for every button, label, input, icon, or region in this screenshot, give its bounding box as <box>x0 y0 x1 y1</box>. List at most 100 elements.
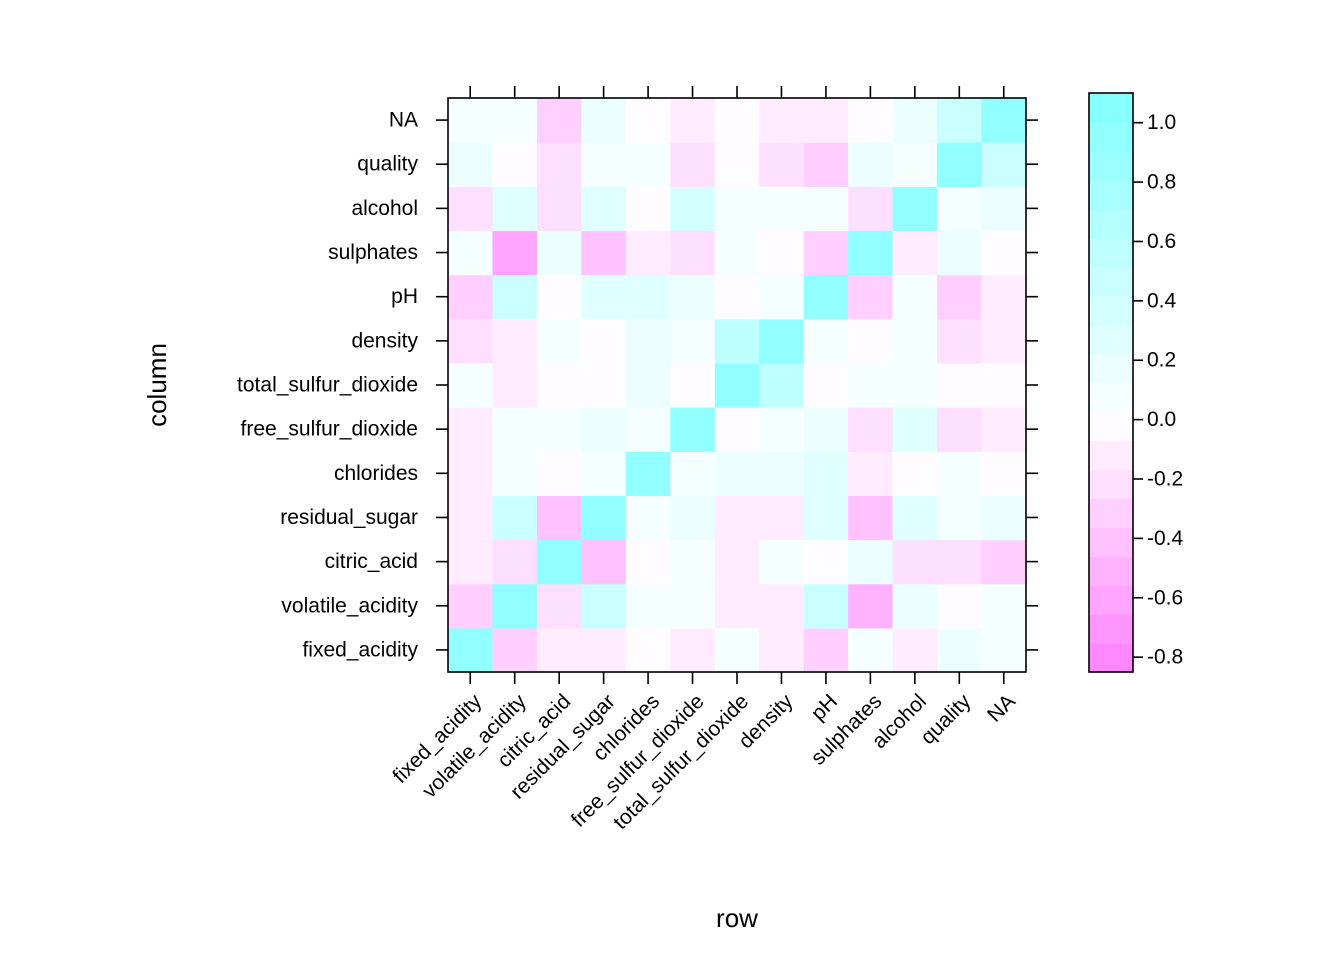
heatmap-cell <box>492 451 538 496</box>
heatmap-cell <box>714 186 760 232</box>
heatmap-cell <box>714 318 760 364</box>
colorbar: 1.0 0.8 0.6 0.4 0.2 0.0 -0.2 -0.4 -0.6 -0.8 <box>1088 92 1184 673</box>
colorbar-band <box>1089 411 1133 441</box>
heatmap-cell <box>981 583 1027 629</box>
heatmap-cell <box>670 539 716 585</box>
x-tick-label: pH <box>807 690 842 725</box>
heatmap-cell <box>581 495 627 541</box>
heatmap-cell <box>581 407 627 452</box>
colorbar-band <box>1089 237 1133 268</box>
heatmap-cell <box>803 186 849 232</box>
heatmap-cell <box>803 583 849 629</box>
heatmap-cell <box>848 230 894 276</box>
heatmap-cell <box>981 142 1027 187</box>
heatmap-cell <box>937 451 983 496</box>
heatmap-cell <box>892 583 938 629</box>
heatmap-cell <box>581 583 627 629</box>
heatmap-cell <box>714 583 760 629</box>
heatmap-cell <box>625 186 671 232</box>
heatmap-cell <box>625 451 671 496</box>
heatmap-cell <box>937 318 983 364</box>
colorbar-band <box>1089 208 1133 239</box>
heatmap-cell <box>581 451 627 496</box>
heatmap-cell <box>714 142 760 187</box>
heatmap-cell <box>981 274 1027 320</box>
heatmap-cell <box>670 186 716 232</box>
heatmap-cell <box>536 495 582 541</box>
heatmap-cell <box>803 274 849 320</box>
colorbar-tick-label: -0.4 <box>1147 527 1184 550</box>
heatmap-cell <box>448 98 494 143</box>
heatmap-cell <box>536 407 582 452</box>
y-tick-label: sulphates <box>328 241 418 264</box>
colorbar-tick-label: 0.0 <box>1147 408 1176 431</box>
heatmap-cell <box>803 98 849 143</box>
heatmap-cell <box>625 362 671 408</box>
y-tick-label: density <box>351 329 418 352</box>
heatmap-cell <box>536 230 582 276</box>
heatmap-cell <box>492 142 538 187</box>
heatmap-cell <box>448 142 494 187</box>
heatmap-cell <box>937 627 983 673</box>
heatmap-cell <box>536 98 582 143</box>
heatmap-cell <box>981 362 1027 408</box>
heatmap-cell <box>448 230 494 276</box>
heatmap-cell <box>536 451 582 496</box>
x-tick-label: NA <box>983 690 1020 727</box>
heatmap-cell <box>448 451 494 496</box>
heatmap-cell <box>670 451 716 496</box>
heatmap-cell <box>848 142 894 187</box>
colorbar-frame <box>1088 92 1134 673</box>
heatmap-cell <box>892 318 938 364</box>
x-axis-title: row <box>716 903 758 933</box>
colorbar-band <box>1089 266 1133 297</box>
heatmap-cell <box>492 539 538 585</box>
colorbar-band <box>1089 585 1133 615</box>
heatmap-cell <box>625 583 671 629</box>
colorbar-band <box>1089 527 1133 557</box>
heatmap-cell <box>848 186 894 232</box>
heatmap-cell <box>759 407 805 452</box>
y-tick-label: free_sulfur_dioxide <box>241 418 418 441</box>
y-tick-label: alcohol <box>351 197 418 220</box>
y-tick-label: total_sulfur_dioxide <box>237 374 418 397</box>
heatmap-cell <box>536 627 582 673</box>
heatmap-cell <box>892 186 938 232</box>
x-tick-label: quality <box>916 690 976 750</box>
heatmap-cell <box>803 318 849 364</box>
y-tick-label: fixed_acidity <box>302 638 418 661</box>
heatmap-cell <box>492 230 538 276</box>
heatmap-cell <box>937 407 983 452</box>
y-tick-label: citric_acid <box>325 550 418 573</box>
heatmap-cell <box>892 230 938 276</box>
heatmap-cell <box>536 362 582 408</box>
heatmap-cell <box>848 98 894 143</box>
heatmap-cell <box>670 142 716 187</box>
heatmap-cell <box>848 274 894 320</box>
heatmap-cell <box>581 274 627 320</box>
heatmap-cell <box>492 495 538 541</box>
heatmap-cell <box>625 274 671 320</box>
heatmap-cell <box>536 274 582 320</box>
heatmap-cell <box>670 362 716 408</box>
heatmap-cell <box>581 627 627 673</box>
colorbar-band <box>1089 93 1133 123</box>
heatmap-cell <box>581 362 627 408</box>
heatmap-cell <box>937 583 983 629</box>
heatmap-cells <box>448 98 1027 673</box>
colorbar-tick-label: -0.6 <box>1147 586 1183 609</box>
heatmap-cell <box>448 627 494 673</box>
heatmap-cell <box>759 583 805 629</box>
heatmap-cell <box>981 451 1027 496</box>
heatmap-cell <box>670 495 716 541</box>
heatmap-cell <box>892 407 938 452</box>
heatmap-cell <box>848 627 894 673</box>
heatmap-cell <box>981 627 1027 673</box>
heatmap-cell <box>492 627 538 673</box>
y-tick-label: quality <box>357 153 418 176</box>
heatmap-cell <box>625 318 671 364</box>
heatmap-cell <box>492 362 538 408</box>
heatmap-cell <box>937 362 983 408</box>
heatmap-cell <box>981 230 1027 276</box>
colorbar-tick-label: -0.2 <box>1147 468 1183 491</box>
